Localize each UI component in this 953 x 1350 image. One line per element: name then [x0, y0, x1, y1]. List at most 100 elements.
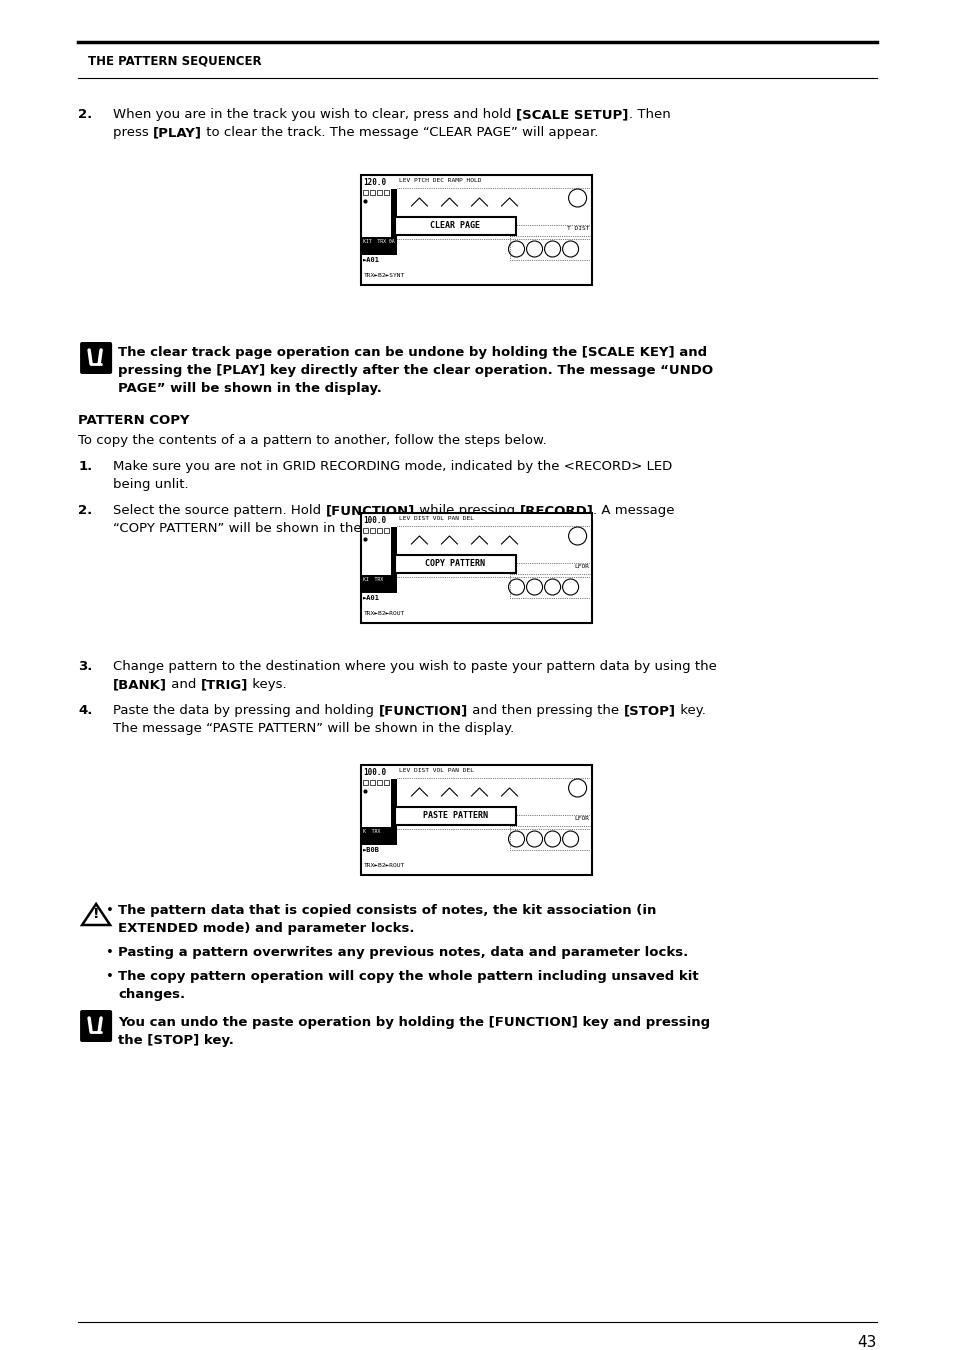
Bar	[370, 780, 375, 784]
Bar	[370, 528, 375, 533]
Text: keys.: keys.	[248, 678, 287, 691]
Bar	[384, 528, 389, 533]
Text: [PLAY]: [PLAY]	[153, 126, 202, 139]
Text: “COPY PATTERN” will be shown in the display.: “COPY PATTERN” will be shown in the disp…	[113, 522, 416, 535]
Bar	[363, 528, 368, 533]
Text: •: •	[106, 346, 113, 359]
Text: EXTENDED mode) and parameter locks.: EXTENDED mode) and parameter locks.	[118, 922, 415, 936]
Text: Make sure you are not in GRID RECORDING mode, indicated by the <RECORD> LED: Make sure you are not in GRID RECORDING …	[113, 460, 672, 472]
Bar	[377, 780, 382, 784]
Text: [TRIG]: [TRIG]	[201, 678, 248, 691]
Bar	[370, 190, 375, 194]
FancyBboxPatch shape	[80, 1010, 112, 1042]
Text: ►A01: ►A01	[363, 256, 380, 263]
Text: [SCALE SETUP]: [SCALE SETUP]	[516, 108, 628, 122]
Text: LEV DIST VOL PAN DEL: LEV DIST VOL PAN DEL	[399, 768, 474, 774]
Text: You can undo the paste operation by holding the [FUNCTION] key and pressing: You can undo the paste operation by hold…	[118, 1017, 709, 1029]
Text: Change pattern to the destination where you wish to paste your pattern data by u: Change pattern to the destination where …	[113, 660, 717, 674]
Text: LFOR: LFOR	[574, 815, 589, 821]
Text: 2.: 2.	[78, 504, 92, 517]
Text: while pressing: while pressing	[415, 504, 518, 517]
Bar	[384, 190, 389, 194]
Bar	[377, 190, 382, 194]
Text: •: •	[106, 971, 113, 983]
Text: and: and	[167, 678, 200, 691]
Text: T DIST: T DIST	[566, 225, 589, 231]
Text: The copy pattern operation will copy the whole pattern including unsaved kit: The copy pattern operation will copy the…	[118, 971, 698, 983]
Text: K  TRX: K TRX	[363, 829, 380, 834]
Text: 100.0: 100.0	[363, 768, 386, 778]
Text: 1.: 1.	[78, 460, 92, 472]
Text: Select the source pattern. Hold: Select the source pattern. Hold	[113, 504, 325, 517]
Bar	[362, 238, 392, 255]
Bar	[395, 555, 515, 572]
Text: KI  TRX: KI TRX	[363, 576, 383, 582]
Text: LEV DIST VOL PAN DEL: LEV DIST VOL PAN DEL	[399, 516, 474, 521]
Text: [BANK]: [BANK]	[113, 678, 167, 691]
Text: KIT  TRX 0A: KIT TRX 0A	[363, 239, 395, 244]
Text: The clear track page operation can be undone by holding the [SCALE KEY] and: The clear track page operation can be un…	[118, 346, 706, 359]
Text: [STOP]: [STOP]	[623, 703, 675, 717]
Text: 4.: 4.	[78, 703, 92, 717]
Text: TRX►B2►ROUT: TRX►B2►ROUT	[363, 863, 404, 868]
Bar	[391, 189, 397, 255]
Text: LFOR: LFOR	[574, 563, 589, 568]
Text: The message “PASTE PATTERN” will be shown in the display.: The message “PASTE PATTERN” will be show…	[113, 722, 514, 734]
Text: !: !	[92, 907, 99, 921]
Text: 2.: 2.	[78, 108, 92, 122]
Text: pressing the [PLAY] key directly after the clear operation. The message “UNDO: pressing the [PLAY] key directly after t…	[118, 364, 713, 377]
Bar	[395, 217, 515, 235]
Bar	[509, 574, 591, 598]
Bar	[362, 575, 392, 593]
Bar	[362, 828, 392, 845]
Text: 3.: 3.	[78, 660, 92, 674]
Text: ►B0B: ►B0B	[363, 846, 380, 853]
Text: [FUNCTION]: [FUNCTION]	[325, 504, 415, 517]
Text: TRX►B2►SYNT: TRX►B2►SYNT	[363, 273, 404, 278]
Bar	[361, 513, 591, 622]
Text: changes.: changes.	[118, 988, 185, 1000]
Text: •: •	[106, 904, 113, 917]
Text: key.: key.	[675, 703, 704, 717]
FancyBboxPatch shape	[80, 342, 112, 374]
Text: To copy the contents of a a pattern to another, follow the steps below.: To copy the contents of a a pattern to a…	[78, 433, 546, 447]
Text: PATTERN COPY: PATTERN COPY	[78, 414, 190, 427]
Text: . Then: . Then	[628, 108, 670, 122]
Text: 120.0: 120.0	[363, 178, 386, 188]
Bar	[361, 765, 591, 875]
Text: When you are in the track you wish to clear, press and hold: When you are in the track you wish to cl…	[113, 108, 516, 122]
Text: Paste the data by pressing and holding: Paste the data by pressing and holding	[113, 703, 378, 717]
Bar	[363, 190, 368, 194]
Bar	[509, 236, 591, 261]
Text: 43: 43	[857, 1335, 876, 1350]
Bar	[361, 176, 591, 285]
Text: . A message: . A message	[593, 504, 675, 517]
Text: and then pressing the: and then pressing the	[468, 703, 622, 717]
Bar	[395, 807, 515, 825]
Bar	[509, 826, 591, 850]
Text: press: press	[113, 126, 153, 139]
Text: COPY PATTERN: COPY PATTERN	[425, 559, 485, 568]
Bar	[391, 779, 397, 845]
Text: the [STOP] key.: the [STOP] key.	[118, 1034, 233, 1048]
Text: being unlit.: being unlit.	[113, 478, 189, 491]
Text: PASTE PATTERN: PASTE PATTERN	[422, 811, 488, 821]
Text: LEV PTCH DEC RAMP HOLD: LEV PTCH DEC RAMP HOLD	[399, 178, 481, 184]
Text: TRX►B2►ROUT: TRX►B2►ROUT	[363, 612, 404, 616]
Text: ►A01: ►A01	[363, 595, 380, 601]
Bar	[363, 780, 368, 784]
Text: PAGE” will be shown in the display.: PAGE” will be shown in the display.	[118, 382, 381, 396]
Text: •: •	[106, 1017, 113, 1029]
Text: •: •	[106, 946, 113, 958]
Text: [FUNCTION]: [FUNCTION]	[378, 703, 467, 717]
Text: to clear the track. The message “CLEAR PAGE” will appear.: to clear the track. The message “CLEAR P…	[202, 126, 598, 139]
Bar	[384, 780, 389, 784]
Text: The pattern data that is copied consists of notes, the kit association (in: The pattern data that is copied consists…	[118, 904, 656, 917]
Text: Pasting a pattern overwrites any previous notes, data and parameter locks.: Pasting a pattern overwrites any previou…	[118, 946, 688, 958]
Text: 100.0: 100.0	[363, 516, 386, 525]
Text: [RECORD]: [RECORD]	[519, 504, 593, 517]
Text: CLEAR PAGE: CLEAR PAGE	[430, 221, 480, 231]
Bar	[391, 526, 397, 593]
Text: THE PATTERN SEQUENCER: THE PATTERN SEQUENCER	[88, 55, 261, 68]
Bar	[377, 528, 382, 533]
